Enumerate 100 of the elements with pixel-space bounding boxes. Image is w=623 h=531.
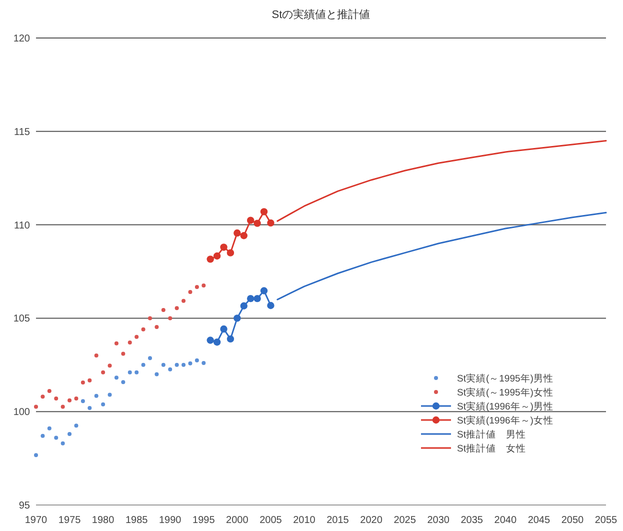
point xyxy=(141,362,146,367)
y-tick-label: 100 xyxy=(13,407,30,418)
point xyxy=(54,396,58,401)
legend-label: St実績(1996年～)男性 xyxy=(457,400,554,412)
point xyxy=(240,302,248,310)
x-tick-label: 2000 xyxy=(226,515,249,526)
point xyxy=(34,453,38,458)
point xyxy=(226,249,234,256)
point xyxy=(60,404,65,409)
point xyxy=(220,244,228,251)
point xyxy=(128,340,132,344)
point xyxy=(108,364,112,368)
chart-title: Stの実績値と推計値 xyxy=(272,8,370,21)
point xyxy=(202,361,206,366)
point xyxy=(101,402,106,406)
x-tick-label: 1975 xyxy=(58,515,82,526)
x-tick-label: 2040 xyxy=(494,515,517,526)
x-tick-label: 2055 xyxy=(594,515,618,526)
point xyxy=(121,380,126,384)
legend-label: St実績(～1995年)男性 xyxy=(457,372,554,384)
point xyxy=(220,325,228,333)
point xyxy=(234,314,241,322)
point xyxy=(40,394,45,399)
point xyxy=(47,389,52,394)
point xyxy=(194,285,199,290)
point xyxy=(206,336,214,344)
legend-label: St推計値 男性 xyxy=(457,428,526,440)
point xyxy=(182,298,186,303)
point xyxy=(182,362,186,367)
point xyxy=(161,308,166,312)
point xyxy=(246,216,254,224)
point xyxy=(267,219,274,227)
point xyxy=(88,406,92,410)
x-tick-label: 2020 xyxy=(360,515,383,526)
line-series xyxy=(276,212,607,300)
point xyxy=(121,352,126,356)
x-tick-label: 2050 xyxy=(561,515,584,526)
point xyxy=(60,441,65,446)
legend-label: St実績(1996年～)女性 xyxy=(457,414,554,426)
point xyxy=(148,356,152,360)
point xyxy=(168,367,172,372)
point xyxy=(254,220,261,227)
y-tick-label: 105 xyxy=(13,314,30,325)
point xyxy=(260,287,268,294)
point xyxy=(88,378,92,382)
point xyxy=(206,256,214,263)
x-tick-label: 1985 xyxy=(125,515,148,526)
point xyxy=(174,362,179,367)
x-tick-label: 1980 xyxy=(92,515,115,526)
point xyxy=(68,432,72,436)
y-tick-label: 115 xyxy=(14,126,30,138)
legend-label: St実績(～1995年)女性 xyxy=(457,386,554,398)
point xyxy=(34,404,38,409)
point xyxy=(154,324,159,329)
point xyxy=(161,362,166,367)
point xyxy=(141,327,146,332)
point xyxy=(80,399,85,404)
point xyxy=(267,302,274,310)
point xyxy=(174,306,179,310)
point xyxy=(134,370,139,374)
point xyxy=(134,334,139,339)
point xyxy=(240,232,248,240)
point xyxy=(148,316,152,320)
x-tick-label: 2045 xyxy=(528,515,550,526)
point xyxy=(68,398,72,402)
point xyxy=(128,370,132,374)
point xyxy=(213,338,221,346)
y-tick-label: 120 xyxy=(13,34,30,44)
point xyxy=(168,316,172,320)
point xyxy=(114,376,118,380)
point xyxy=(202,284,206,288)
point xyxy=(108,392,112,397)
x-tick-label: 2015 xyxy=(326,515,350,526)
point xyxy=(114,341,118,346)
point xyxy=(74,396,78,401)
point xyxy=(80,380,85,384)
x-tick-label: 2035 xyxy=(460,515,484,526)
point xyxy=(226,335,234,343)
y-tick-label: 110 xyxy=(14,220,30,232)
point xyxy=(154,372,159,376)
y-tick-label: 95 xyxy=(18,500,30,512)
x-tick-label: 1990 xyxy=(158,515,182,526)
point xyxy=(54,436,58,440)
x-tick-label: 2010 xyxy=(293,515,316,526)
x-tick-label: 1970 xyxy=(24,515,48,526)
point xyxy=(40,434,45,438)
point xyxy=(74,424,78,428)
point xyxy=(213,252,221,260)
x-tick-label: 2030 xyxy=(427,515,450,526)
point xyxy=(194,358,199,362)
point xyxy=(101,370,106,374)
point xyxy=(188,361,192,366)
point xyxy=(188,290,192,294)
line-series xyxy=(276,140,607,222)
x-tick-label: 2005 xyxy=(260,515,282,526)
point xyxy=(234,229,241,237)
point xyxy=(254,294,261,302)
legend-label: St推計値 女性 xyxy=(457,442,526,454)
point xyxy=(260,208,268,216)
point xyxy=(47,426,52,430)
